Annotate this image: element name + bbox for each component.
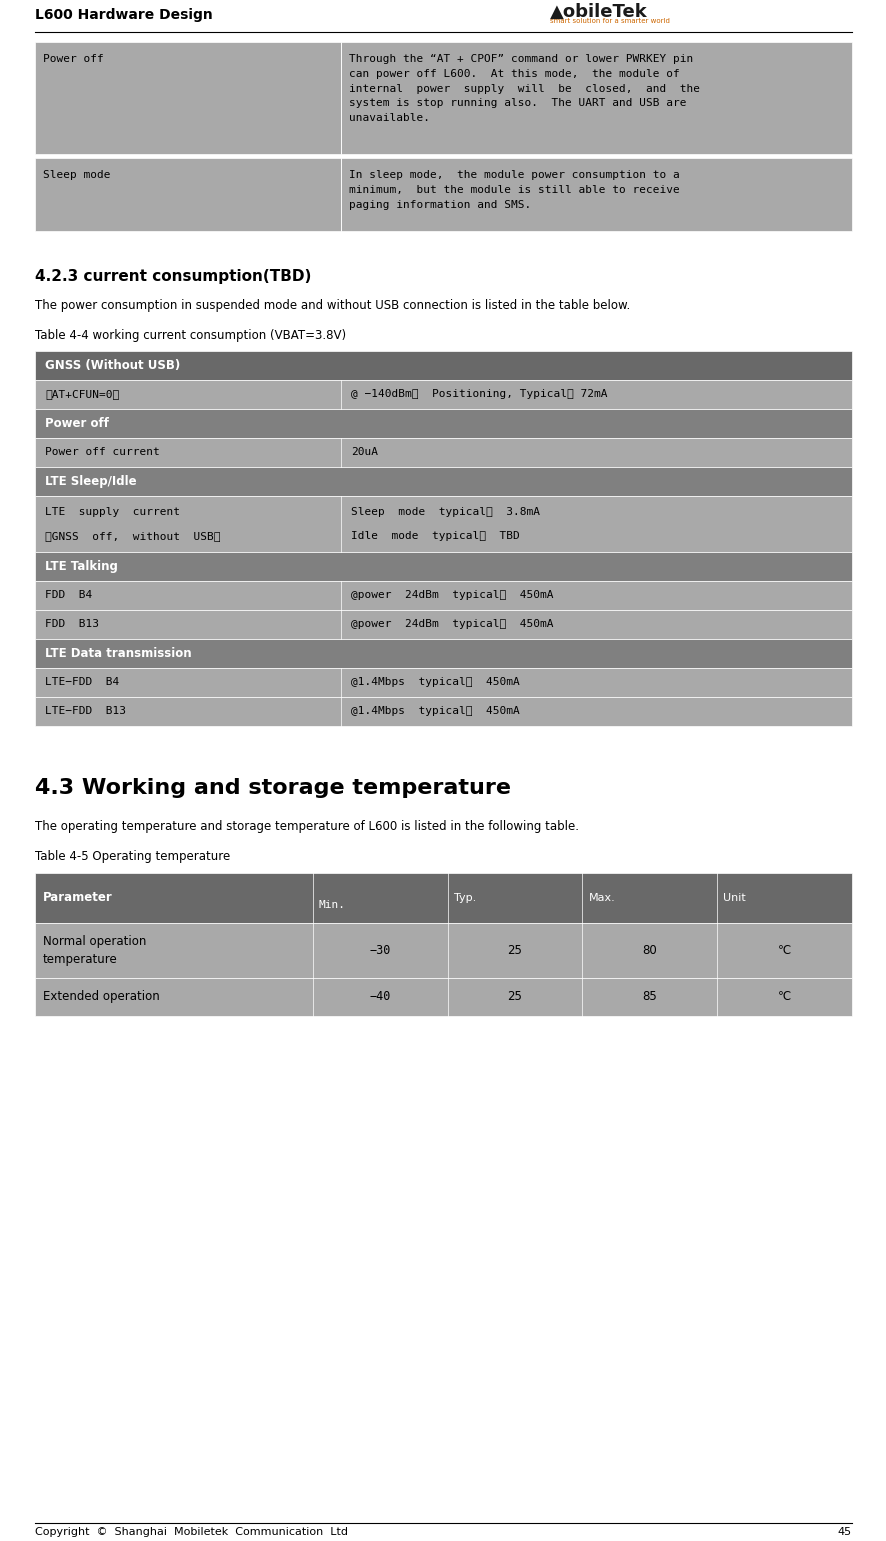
Bar <box>35 552 851 581</box>
Bar <box>35 640 851 667</box>
Text: The operating temperature and storage temperature of L600 is listed in the follo: The operating temperature and storage te… <box>35 820 579 834</box>
Text: Max.: Max. <box>587 892 615 903</box>
Text: Copyright  ©  Shanghai  Mobiletek  Communication  Ltd: Copyright © Shanghai Mobiletek Communica… <box>35 1527 347 1536</box>
Text: 4.2.3 current consumption(TBD): 4.2.3 current consumption(TBD) <box>35 270 311 284</box>
Text: Power off: Power off <box>43 54 104 65</box>
Text: Unit: Unit <box>722 892 745 903</box>
Text: FDD  B4: FDD B4 <box>45 590 92 601</box>
Text: In sleep mode,  the module power consumption to a
minimum,  but the module is st: In sleep mode, the module power consumpt… <box>349 170 680 210</box>
Bar <box>35 381 851 408</box>
Text: Table 4-4 working current consumption (VBAT=3.8V): Table 4-4 working current consumption (V… <box>35 328 346 342</box>
Bar <box>35 874 851 923</box>
Bar <box>35 467 851 496</box>
Bar <box>35 697 851 726</box>
Text: （AT+CFUN=0）: （AT+CFUN=0） <box>45 390 119 399</box>
Bar <box>35 667 851 697</box>
Text: @power  24dBm  typical：  450mA: @power 24dBm typical： 450mA <box>351 619 553 630</box>
Bar <box>35 610 851 640</box>
Bar <box>35 438 851 467</box>
Text: 20uA: 20uA <box>351 447 378 458</box>
Text: smart solution for a smarter world: smart solution for a smarter world <box>549 18 669 25</box>
Text: @power  24dBm  typical：  450mA: @power 24dBm typical： 450mA <box>351 590 553 601</box>
Text: LTE−FDD  B4: LTE−FDD B4 <box>45 678 119 687</box>
Text: Parameter: Parameter <box>43 892 113 905</box>
Text: −30: −30 <box>369 945 391 957</box>
Text: 45: 45 <box>837 1527 851 1536</box>
Text: Idle  mode  typical：  TBD: Idle mode typical： TBD <box>351 532 519 541</box>
Text: temperature: temperature <box>43 954 118 966</box>
Bar <box>35 581 851 610</box>
Text: 85: 85 <box>641 991 657 1003</box>
Text: LTE−FDD  B13: LTE−FDD B13 <box>45 706 126 717</box>
Text: Normal operation: Normal operation <box>43 935 146 948</box>
Text: L600 Hardware Design: L600 Hardware Design <box>35 8 213 22</box>
Text: Typ.: Typ. <box>453 892 475 903</box>
Text: Table 4-5 Operating temperature: Table 4-5 Operating temperature <box>35 851 230 863</box>
Bar <box>35 408 851 438</box>
Text: 4.3 Working and storage temperature: 4.3 Working and storage temperature <box>35 778 510 798</box>
Text: @1.4Mbps  typical：  450mA: @1.4Mbps typical： 450mA <box>351 678 519 687</box>
Bar <box>35 159 341 231</box>
Bar <box>341 42 851 154</box>
Text: Power off: Power off <box>45 418 109 430</box>
Text: Power off current: Power off current <box>45 447 159 458</box>
Text: GNSS (Without USB): GNSS (Without USB) <box>45 359 180 371</box>
Text: @1.4Mbps  typical：  450mA: @1.4Mbps typical： 450mA <box>351 706 519 717</box>
Text: Sleep mode: Sleep mode <box>43 170 111 180</box>
Text: FDD  B13: FDD B13 <box>45 619 99 630</box>
Text: LTE Sleep/Idle: LTE Sleep/Idle <box>45 475 136 488</box>
Bar <box>35 351 851 381</box>
Bar <box>35 979 851 1016</box>
Text: ℃: ℃ <box>777 991 790 1003</box>
Text: −40: −40 <box>369 991 391 1003</box>
Bar <box>35 42 341 154</box>
Text: 80: 80 <box>641 945 657 957</box>
Text: 25: 25 <box>507 945 522 957</box>
Text: Min.: Min. <box>318 900 346 911</box>
Text: （GNSS  off,  without  USB）: （GNSS off, without USB） <box>45 532 221 541</box>
Bar <box>35 923 851 979</box>
Text: LTE Data transmission: LTE Data transmission <box>45 647 191 660</box>
Bar <box>341 159 851 231</box>
Text: Sleep  mode  typical：  3.8mA: Sleep mode typical： 3.8mA <box>351 507 540 516</box>
Text: LTE Talking: LTE Talking <box>45 559 118 573</box>
Text: @ −140dBm，  Positioning, Typical： 72mA: @ −140dBm， Positioning, Typical： 72mA <box>351 390 607 399</box>
Bar <box>35 496 851 552</box>
Text: Through the “AT + CPOF” command or lower PWRKEY pin
can power off L600.  At this: Through the “AT + CPOF” command or lower… <box>349 54 700 123</box>
Text: ▲obileTek: ▲obileTek <box>549 3 647 22</box>
Text: ℃: ℃ <box>777 945 790 957</box>
Text: 25: 25 <box>507 991 522 1003</box>
Text: The power consumption in suspended mode and without USB connection is listed in : The power consumption in suspended mode … <box>35 299 630 311</box>
Text: Extended operation: Extended operation <box>43 991 159 1003</box>
Text: LTE  supply  current: LTE supply current <box>45 507 180 516</box>
